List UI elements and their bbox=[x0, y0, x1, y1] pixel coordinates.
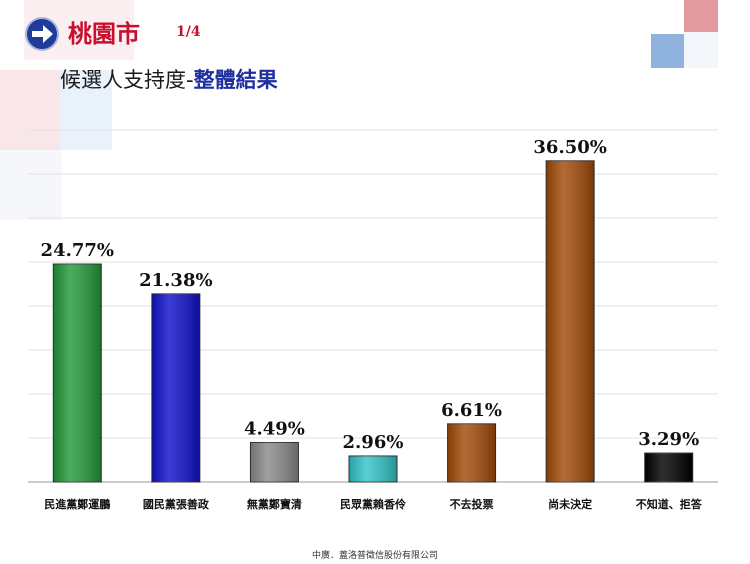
bar-chart: 24.77% 21.38% 4.49% 2.96% 6.61% 36.50% 3.29% 民… bbox=[28, 129, 718, 511]
deco-square-left-fade bbox=[0, 150, 62, 220]
category-label: 民進黨鄭運鵬 bbox=[44, 497, 110, 511]
category-label: 不去投票 bbox=[450, 497, 494, 511]
data-label: 24.77% bbox=[41, 240, 114, 261]
bar-2 bbox=[151, 293, 201, 483]
bar-1 bbox=[52, 263, 102, 483]
bar-shading bbox=[53, 264, 102, 482]
bar-shading bbox=[151, 293, 200, 482]
data-label: 2.96% bbox=[343, 432, 404, 453]
data-label: 4.49% bbox=[244, 418, 305, 439]
deco-square-right-blue bbox=[651, 34, 684, 68]
deco-square-right-red bbox=[684, 0, 718, 32]
category-label: 不知道、拒答 bbox=[636, 497, 703, 511]
bar-4 bbox=[348, 455, 398, 483]
deco-square-right-faint bbox=[684, 32, 718, 68]
bar-7 bbox=[644, 452, 694, 483]
data-label: 36.50% bbox=[533, 137, 606, 158]
deco-square-left-pink bbox=[0, 70, 62, 150]
data-label: 6.61% bbox=[441, 400, 502, 421]
city-title: 桃園市 bbox=[68, 20, 140, 48]
slide-subtitle: 候選人支持度-整體結果 bbox=[60, 64, 278, 94]
category-label: 無黨鄭寶清 bbox=[247, 497, 302, 511]
deco-square-left-blue bbox=[60, 70, 112, 150]
category-label: 國民黨張善政 bbox=[143, 497, 210, 511]
bar-6 bbox=[545, 160, 595, 483]
category-label: 尚未決定 bbox=[548, 497, 592, 511]
bar-shading bbox=[447, 423, 496, 482]
bar-5 bbox=[447, 423, 497, 483]
subtitle-prefix: 候選人支持度- bbox=[60, 68, 194, 92]
data-label: 3.29% bbox=[638, 429, 699, 450]
arrow-right-icon bbox=[25, 17, 59, 51]
bar-3 bbox=[249, 441, 299, 483]
bar-shading bbox=[546, 160, 595, 483]
bar-shading bbox=[644, 453, 693, 482]
subtitle-highlight: 整體結果 bbox=[193, 68, 278, 92]
page-indicator: 1/4 bbox=[176, 24, 201, 40]
data-label: 21.38% bbox=[139, 270, 212, 291]
footer-source: 中廣．蓋洛普徵信股份有限公司 bbox=[311, 551, 438, 561]
category-label: 民眾黨賴香伶 bbox=[340, 497, 406, 511]
bar-shading bbox=[250, 442, 299, 482]
bar-shading bbox=[349, 455, 397, 482]
